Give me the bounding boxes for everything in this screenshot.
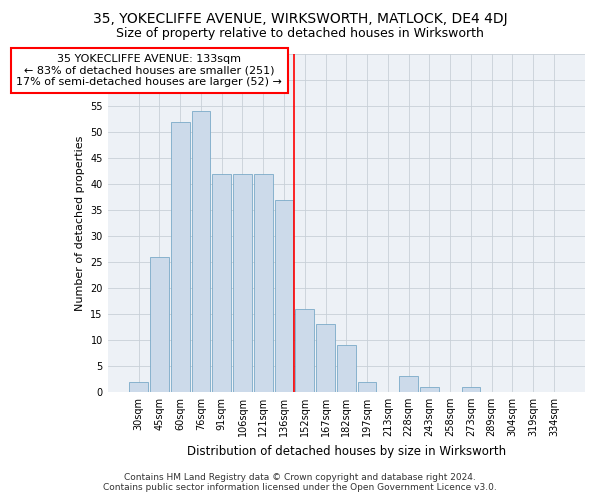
Bar xyxy=(129,382,148,392)
Y-axis label: Number of detached properties: Number of detached properties xyxy=(74,136,85,310)
Bar xyxy=(358,382,376,392)
Bar xyxy=(399,376,418,392)
Bar xyxy=(150,257,169,392)
X-axis label: Distribution of detached houses by size in Wirksworth: Distribution of detached houses by size … xyxy=(187,444,506,458)
Bar xyxy=(254,174,272,392)
Bar xyxy=(420,386,439,392)
Bar xyxy=(233,174,252,392)
Bar xyxy=(171,122,190,392)
Text: Contains HM Land Registry data © Crown copyright and database right 2024.
Contai: Contains HM Land Registry data © Crown c… xyxy=(103,473,497,492)
Bar xyxy=(316,324,335,392)
Text: 35 YOKECLIFFE AVENUE: 133sqm
← 83% of detached houses are smaller (251)
17% of s: 35 YOKECLIFFE AVENUE: 133sqm ← 83% of de… xyxy=(16,54,282,87)
Bar xyxy=(295,308,314,392)
Bar xyxy=(337,345,356,392)
Bar xyxy=(191,111,210,392)
Text: Size of property relative to detached houses in Wirksworth: Size of property relative to detached ho… xyxy=(116,28,484,40)
Bar xyxy=(461,386,480,392)
Bar xyxy=(275,200,293,392)
Bar xyxy=(212,174,231,392)
Text: 35, YOKECLIFFE AVENUE, WIRKSWORTH, MATLOCK, DE4 4DJ: 35, YOKECLIFFE AVENUE, WIRKSWORTH, MATLO… xyxy=(92,12,508,26)
